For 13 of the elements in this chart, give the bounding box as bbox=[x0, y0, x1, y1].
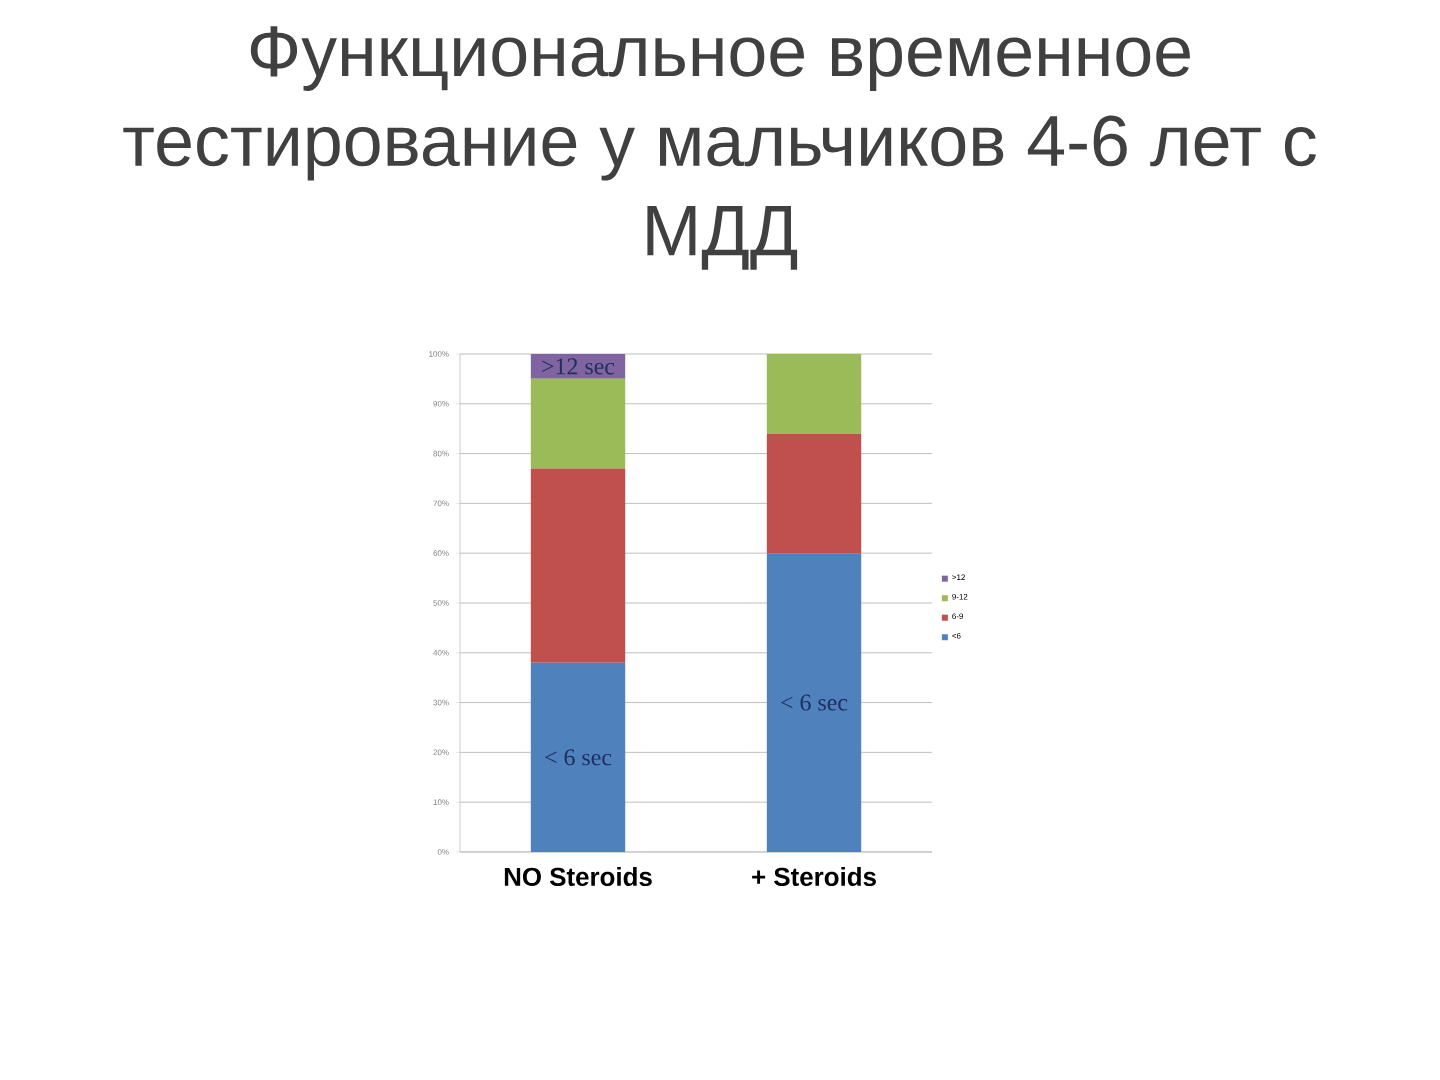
bar bbox=[766, 433, 862, 554]
bar bbox=[530, 353, 626, 379]
x-tick-label: + Steroids bbox=[752, 867, 876, 887]
bar bbox=[766, 353, 862, 434]
bar bbox=[530, 662, 626, 852]
chart-title: Функциональное временное тестирование у мальчиков 4-6 лет с МДД bbox=[123, 26, 1316, 270]
x-tick-label: NO Steroids bbox=[504, 867, 652, 887]
data-label: >12 sec bbox=[542, 358, 615, 375]
data-label: < 6 sec bbox=[781, 694, 848, 711]
bar bbox=[530, 378, 626, 469]
data-label: < 6 sec bbox=[545, 749, 612, 766]
bar bbox=[766, 553, 862, 852]
bar bbox=[530, 468, 626, 663]
